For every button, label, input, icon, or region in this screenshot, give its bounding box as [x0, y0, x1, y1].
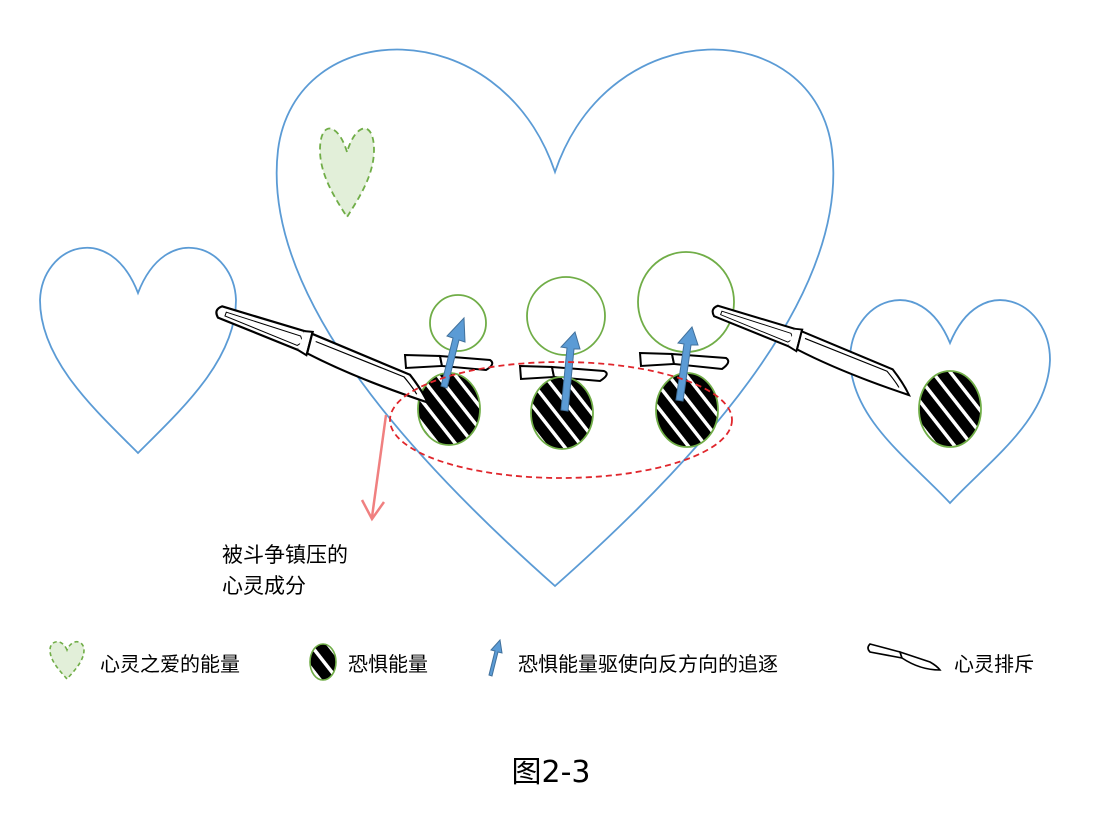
- chase-arrow-1: [440, 316, 466, 389]
- legend-knife-icon: [867, 643, 942, 671]
- legend-chase-arrow-icon: [488, 638, 503, 677]
- figure-caption: 图2-3: [511, 755, 591, 790]
- fear-blob-right: [918, 370, 982, 448]
- callout-label: 被斗争镇压的 心灵成分: [222, 540, 348, 602]
- callout-line-2: 心灵成分: [222, 574, 306, 598]
- legend-love-label: 心灵之爱的能量: [100, 652, 240, 676]
- suppressed-region: [389, 361, 733, 479]
- left-knife: [210, 297, 438, 404]
- legend-reject-label: 心灵排斥: [954, 652, 1034, 676]
- left-heart: [39, 247, 237, 455]
- legend-chase-label: 恐惧能量驱使向反方向的追逐: [518, 652, 778, 676]
- legend-fear-label: 恐惧能量: [348, 652, 428, 676]
- fear-blob-3: [655, 372, 719, 448]
- fear-blob-1: [417, 372, 481, 446]
- big-heart: [275, 48, 835, 588]
- love-energy-heart: [319, 127, 375, 219]
- legend-love-icon: [49, 640, 85, 681]
- callout-line-1: 被斗争镇压的: [222, 543, 348, 567]
- circle-small: [429, 294, 487, 352]
- legend-fear-icon: [309, 643, 337, 681]
- chase-arrow-2: [559, 331, 581, 412]
- fear-blob-2: [530, 376, 594, 450]
- callout-pointer-arrow: [360, 414, 388, 522]
- chase-arrow-3: [675, 326, 699, 402]
- right-heart: [849, 299, 1051, 505]
- right-knife: [707, 297, 919, 397]
